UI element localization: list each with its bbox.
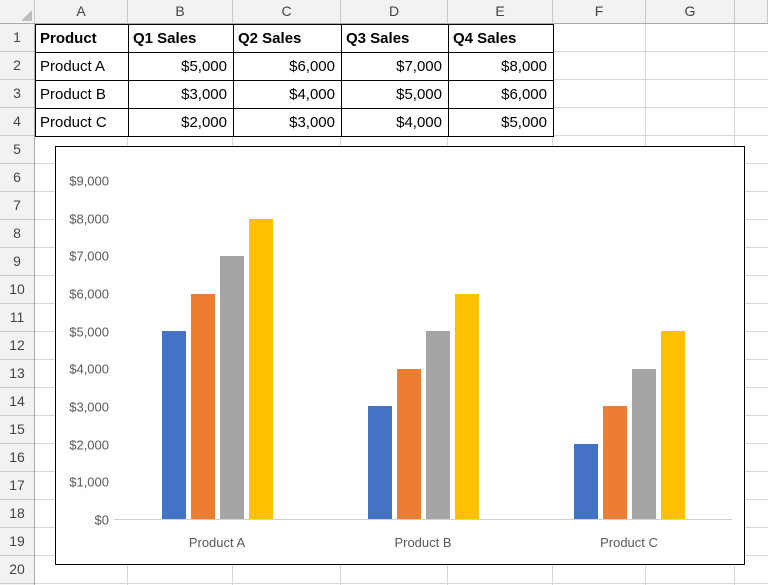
cell-e3[interactable]: $6,000 (449, 81, 554, 109)
cell-b1[interactable]: Q1 Sales (129, 25, 234, 53)
cell-c4[interactable]: $3,000 (234, 109, 342, 137)
x-axis-label-product-a: Product A (188, 534, 246, 550)
cell-d1[interactable]: Q3 Sales (342, 25, 449, 53)
bar-group-product-c (526, 181, 732, 519)
row-header-19[interactable]: 19 (0, 528, 34, 556)
bar-q4-sales-product-b[interactable] (454, 293, 479, 519)
y-axis-tick-label: $0 (94, 512, 109, 528)
bar-q1-sales-product-b[interactable] (367, 406, 392, 519)
row-header-6[interactable]: 6 (0, 164, 34, 192)
y-axis-tick-label: $7,000 (69, 248, 109, 264)
cell-d4[interactable]: $4,000 (342, 109, 449, 137)
chart[interactable]: $0 $1,000 $2,000 $3,000 $4,000 $5,000 $6,000 $7… (55, 146, 745, 565)
y-axis-tick-label: $5,000 (69, 324, 109, 340)
y-axis-tick-label: $3,000 (69, 399, 109, 415)
cell-d3[interactable]: $5,000 (342, 81, 449, 109)
bar-q3-sales-product-b[interactable] (425, 331, 450, 519)
bar-group-product-b (320, 181, 526, 519)
cell-b2[interactable]: $5,000 (129, 53, 234, 81)
y-axis-tick-label: $6,000 (69, 286, 109, 302)
cell-a2[interactable]: Product A (36, 53, 129, 81)
column-header-g[interactable]: G (646, 0, 735, 23)
y-axis-tick-label: $2,000 (69, 437, 109, 453)
bar-q2-sales-product-a[interactable] (190, 293, 215, 519)
bar-q1-sales-product-c[interactable] (573, 443, 598, 519)
row-header-16[interactable]: 16 (0, 444, 34, 472)
column-header-c[interactable]: C (233, 0, 341, 23)
column-header-d[interactable]: D (341, 0, 448, 23)
row-header-11[interactable]: 11 (0, 304, 34, 332)
chart-plot-area (114, 181, 732, 520)
column-header-b[interactable]: B (128, 0, 233, 23)
cell-e1[interactable]: Q4 Sales (449, 25, 554, 53)
bar-q2-sales-product-b[interactable] (396, 368, 421, 519)
row-header-17[interactable]: 17 (0, 472, 34, 500)
cell-c3[interactable]: $4,000 (234, 81, 342, 109)
cell-d2[interactable]: $7,000 (342, 53, 449, 81)
row-header-15[interactable]: 15 (0, 416, 34, 444)
row-header-column: 1 2 3 4 5 6 7 8 9 10 11 12 13 14 15 16 17 18 19 20 (0, 24, 35, 585)
row-header-8[interactable]: 8 (0, 220, 34, 248)
cell-c2[interactable]: $6,000 (234, 53, 342, 81)
column-header-f[interactable]: F (553, 0, 646, 23)
column-header-partial[interactable] (735, 0, 768, 23)
select-all-corner[interactable] (0, 0, 35, 23)
row-header-9[interactable]: 9 (0, 248, 34, 276)
column-header-a[interactable]: A (35, 0, 128, 23)
y-axis-tick-label: $1,000 (69, 474, 109, 490)
bar-q2-sales-product-c[interactable] (602, 406, 627, 519)
row-header-10[interactable]: 10 (0, 276, 34, 304)
cell-e4[interactable]: $5,000 (449, 109, 554, 137)
row-header-1[interactable]: 1 (0, 24, 34, 52)
y-axis-tick-label: $4,000 (69, 361, 109, 377)
x-axis-label-product-b: Product B (394, 534, 452, 550)
bar-q4-sales-product-c[interactable] (660, 331, 685, 519)
cell-a4[interactable]: Product C (36, 109, 129, 137)
row-header-14[interactable]: 14 (0, 388, 34, 416)
row-header-4[interactable]: 4 (0, 108, 34, 136)
cell-a1[interactable]: Product (36, 25, 129, 53)
chart-y-axis: $0 $1,000 $2,000 $3,000 $4,000 $5,000 $6,000 $7… (56, 174, 111, 528)
cell-e2[interactable]: $8,000 (449, 53, 554, 81)
y-axis-tick-label: $8,000 (69, 211, 109, 227)
row-header-12[interactable]: 12 (0, 332, 34, 360)
cell-a3[interactable]: Product B (36, 81, 129, 109)
row-header-20[interactable]: 20 (0, 556, 34, 584)
cell-b3[interactable]: $3,000 (129, 81, 234, 109)
cell-c1[interactable]: Q2 Sales (234, 25, 342, 53)
bar-q3-sales-product-c[interactable] (631, 368, 656, 519)
chart-x-axis: Product A Product B Product C (114, 520, 732, 564)
row-header-3[interactable]: 3 (0, 80, 34, 108)
bar-q1-sales-product-a[interactable] (161, 331, 186, 519)
data-table: Product Q1 Sales Q2 Sales Q3 Sales Q4 Sa… (35, 24, 554, 137)
row-header-2[interactable]: 2 (0, 52, 34, 80)
y-axis-tick-label: $9,000 (69, 173, 109, 189)
x-axis-label-product-c: Product C (600, 534, 658, 550)
column-header-e[interactable]: E (448, 0, 553, 23)
bar-q3-sales-product-a[interactable] (219, 256, 244, 519)
row-header-18[interactable]: 18 (0, 500, 34, 528)
cell-b4[interactable]: $2,000 (129, 109, 234, 137)
bar-q4-sales-product-a[interactable] (248, 218, 273, 519)
bar-group-product-a (114, 181, 320, 519)
row-header-5[interactable]: 5 (0, 136, 34, 164)
row-header-7[interactable]: 7 (0, 192, 34, 220)
row-header-13[interactable]: 13 (0, 360, 34, 388)
